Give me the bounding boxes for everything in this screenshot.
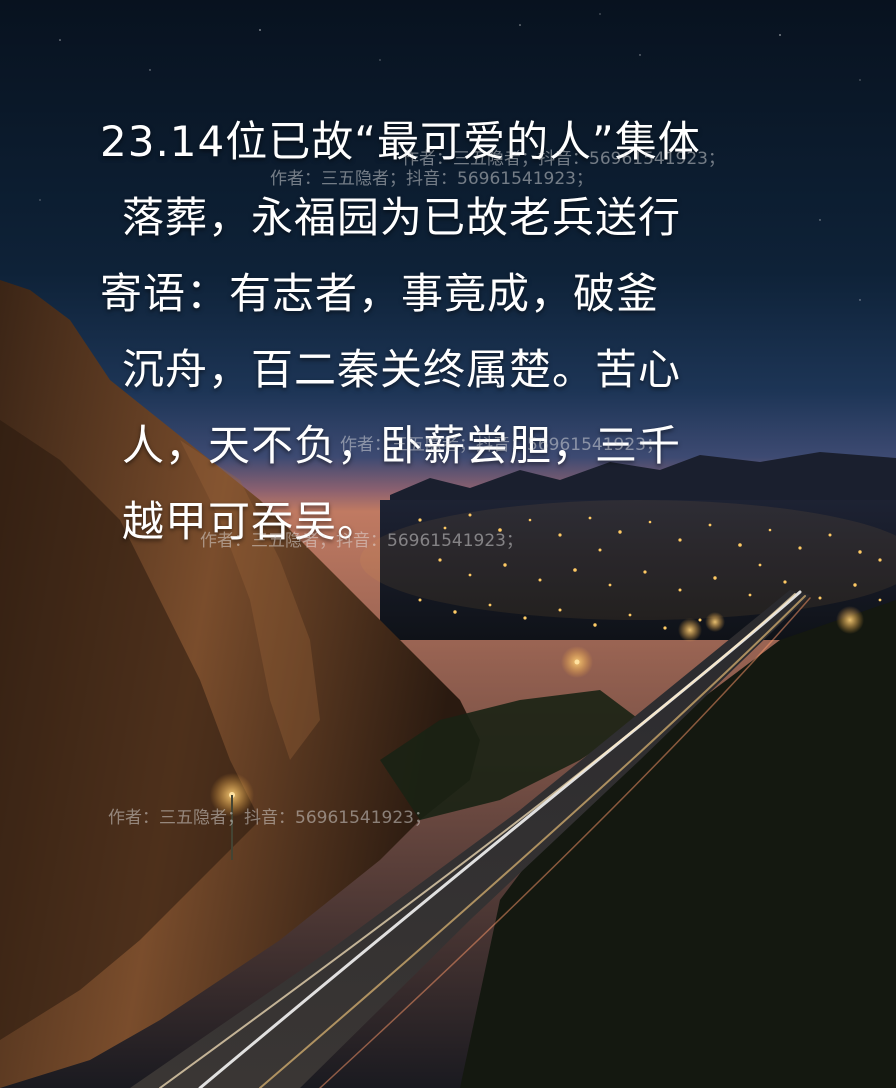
- hillside-vegetation: [460, 600, 896, 1088]
- poem-text: 23.14位已故“最可爱的人”集体 落葬，永福园为已故老兵送行 寄语：有志者，事…: [100, 104, 790, 560]
- street-lamps: [210, 606, 864, 860]
- car-light-trails: [159, 590, 811, 1088]
- watermark: 作者：三五隐者；抖音：56961541923；: [270, 169, 593, 189]
- watermark: 作者：三五隐者；抖音：56961541923；: [402, 149, 725, 169]
- poem-line-4: 沉舟，百二秦关终属楚。苦心: [122, 345, 682, 394]
- poem-line-2: 落葬，永福园为已故老兵送行: [122, 193, 682, 242]
- poem-line-1: 23.14位已故“最可爱的人”集体: [100, 117, 701, 166]
- highway: [130, 590, 810, 1088]
- stars: [39, 13, 861, 301]
- city-lights: [418, 513, 882, 630]
- watermark: 作者：三五隐者；抖音：56961541923；: [108, 808, 431, 828]
- city-plain: [380, 500, 896, 640]
- watermark: 作者：三五隐者；抖音：56961541923；: [340, 435, 663, 455]
- poem-line-6: 越甲可吞吴。: [122, 497, 381, 546]
- poem-line-3: 寄语：有志者，事竟成，破釜: [100, 269, 660, 318]
- watermark: 作者：三五隐者；抖音：56961541923；: [200, 531, 523, 551]
- poem-line-5: 人，天不负，卧薪尝胆，三千: [122, 421, 682, 470]
